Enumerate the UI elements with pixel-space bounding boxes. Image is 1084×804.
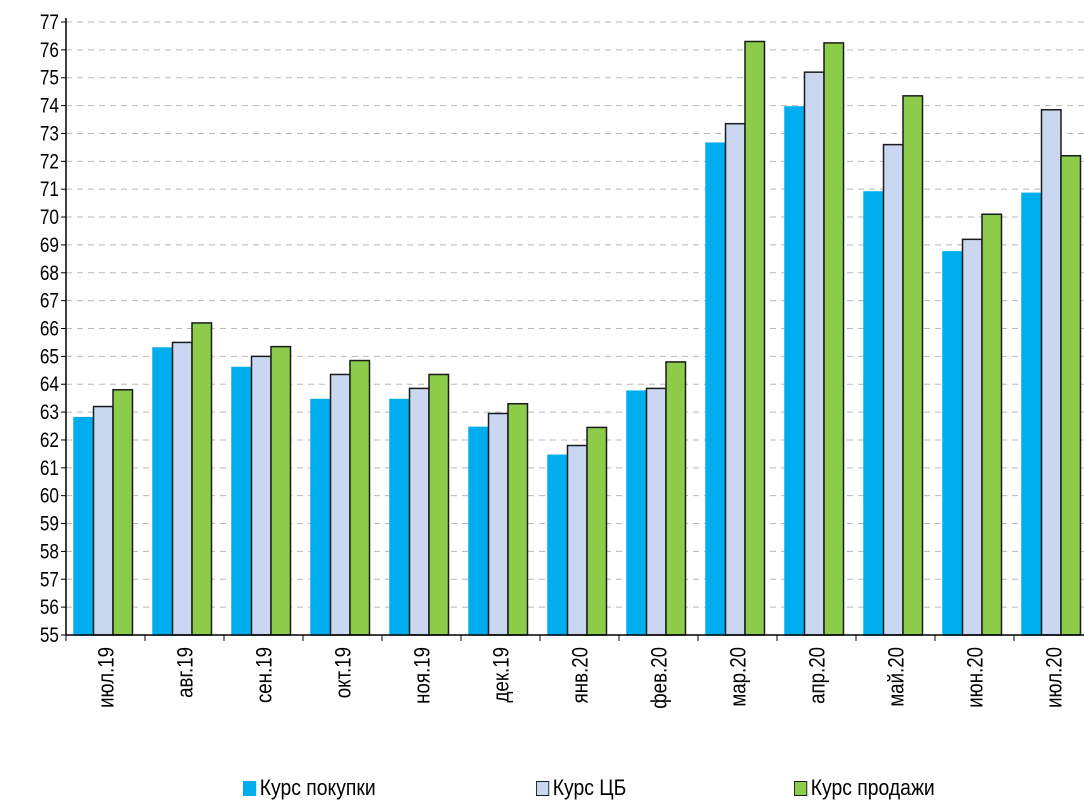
bar [902, 95, 924, 636]
bar [626, 390, 648, 636]
y-tick-label: 69 [40, 234, 59, 257]
x-tick-label: мар.20 [727, 647, 751, 707]
bar [408, 387, 430, 636]
bar [349, 359, 371, 636]
bar [152, 347, 174, 636]
x-tick-label: авг.19 [174, 647, 198, 698]
bar [724, 122, 746, 636]
x-tick-label: апр.20 [806, 647, 830, 704]
y-tick-label: 62 [40, 429, 59, 452]
bar [566, 444, 588, 636]
y-tick-label: 71 [40, 179, 59, 202]
bar [942, 251, 964, 636]
legend-item-cb: Курс ЦБ [536, 775, 626, 801]
legend-swatch-sell [794, 780, 808, 796]
x-axis-ticks: июл.19 авг.19 сен.19 окт.19 ноя.19 дек.19 янв.… [65, 635, 1067, 709]
bar [1040, 109, 1062, 636]
y-tick-label: 56 [40, 597, 59, 620]
legend-label-buy: Курс покупки [259, 775, 376, 800]
bar [428, 373, 450, 636]
bar [705, 142, 727, 636]
x-tick-label: сен.19 [253, 647, 277, 703]
y-tick-label: 59 [40, 513, 59, 536]
bar [882, 143, 904, 636]
bar [250, 355, 272, 636]
bar-chart: 55 56 57 58 59 60 61 62 63 64 65 66 67 68 69 70 71 72 73 74… [40, 12, 1084, 709]
y-tick-label: 66 [40, 318, 59, 341]
bar [507, 402, 529, 636]
bar [547, 454, 569, 636]
bar [73, 416, 95, 636]
y-tick-label: 57 [40, 569, 59, 592]
bar [784, 106, 806, 636]
bar [389, 398, 411, 636]
bars-group [73, 40, 1082, 636]
bar [191, 322, 213, 636]
legend-item-buy: Курс покупки [243, 775, 376, 801]
bar [329, 373, 351, 636]
x-tick-label: июл.20 [1043, 647, 1067, 708]
y-tick-label: 61 [40, 457, 59, 480]
bar [270, 345, 292, 636]
bar [171, 341, 193, 636]
x-tick-label: май.20 [885, 647, 909, 707]
y-axis-ticks: 55 56 57 58 59 60 61 62 63 64 65 66 67 68 69 70 71 72 73 74… [40, 12, 66, 648]
legend-label-cb: Курс ЦБ [552, 775, 627, 800]
y-tick-label: 75 [40, 67, 59, 90]
y-tick-label: 55 [40, 625, 59, 648]
y-tick-label: 68 [40, 262, 59, 285]
bar [1060, 154, 1082, 636]
y-tick-label: 63 [40, 402, 59, 425]
bar [823, 42, 845, 636]
x-tick-label: июл.19 [95, 647, 119, 708]
bar [645, 387, 667, 636]
y-tick-label: 64 [40, 374, 59, 397]
legend-swatch-cb [536, 780, 550, 796]
legend-item-sell: Курс продажи [794, 775, 935, 801]
legend-label-sell: Курс продажи [810, 775, 935, 800]
x-tick-label: фев.20 [648, 647, 672, 709]
y-tick-label: 76 [40, 39, 59, 62]
y-tick-label: 58 [40, 541, 59, 564]
bar [231, 366, 253, 636]
y-tick-label: 73 [40, 123, 59, 146]
x-tick-label: дек.19 [490, 647, 514, 702]
y-tick-label: 70 [40, 207, 59, 230]
bar [665, 361, 687, 636]
chart-legend: Курс покупки Курс ЦБ Курс продажи [0, 775, 1084, 801]
bar [586, 426, 608, 636]
x-tick-label: янв.20 [569, 647, 593, 703]
axes [65, 18, 1084, 636]
y-tick-label: 65 [40, 346, 59, 369]
bar [981, 213, 1003, 636]
y-tick-label: 77 [40, 12, 59, 35]
bar [112, 389, 134, 636]
x-tick-label: июн.20 [964, 647, 988, 708]
bar [468, 426, 490, 636]
y-tick-label: 74 [40, 95, 59, 118]
y-tick-label: 67 [40, 290, 59, 313]
bar [961, 238, 983, 636]
bar [92, 405, 114, 636]
bar [863, 191, 885, 636]
bar [744, 40, 766, 636]
bar [310, 398, 332, 636]
bar [1021, 192, 1043, 636]
bar [487, 412, 509, 636]
bar [803, 71, 825, 636]
y-tick-label: 60 [40, 485, 59, 508]
y-tick-label: 72 [40, 151, 59, 174]
legend-swatch-buy [243, 780, 257, 796]
x-tick-label: окт.19 [332, 647, 356, 698]
x-tick-label: ноя.19 [411, 647, 435, 704]
